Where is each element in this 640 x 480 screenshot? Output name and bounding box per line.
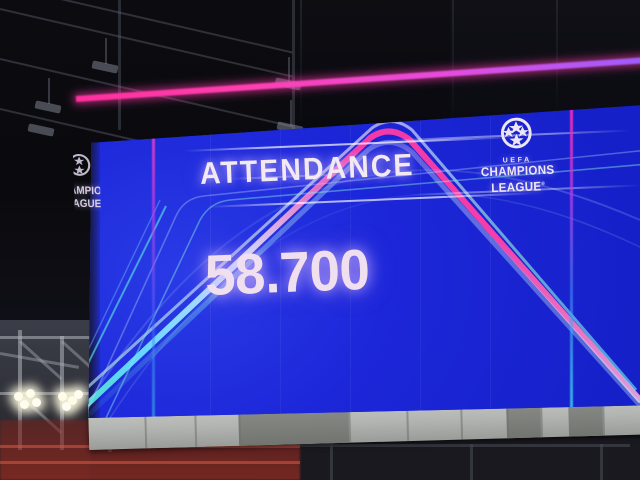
under-deck-beam xyxy=(470,444,473,480)
uefa-starball-icon-partial xyxy=(72,153,91,176)
champions-wordmark-partial: CHAMPIONS xyxy=(72,184,102,198)
floodlight xyxy=(26,389,35,398)
roof-truss-vertical xyxy=(118,0,121,130)
floodlight xyxy=(14,392,23,401)
floodlight xyxy=(20,400,29,409)
roof-seam xyxy=(452,0,454,122)
screen-panel-seam xyxy=(210,104,211,418)
league-wordmark-partial: LEAGUE xyxy=(72,197,102,211)
screen-panel-seam xyxy=(350,104,351,418)
scaffold-post xyxy=(0,336,120,339)
attendance-value: 58.700 xyxy=(203,237,371,308)
fixture-stem xyxy=(288,57,290,83)
uefa-logo-partial-left: CHAMPIONS LEAGUE xyxy=(72,150,102,220)
fixture-stem xyxy=(290,100,292,126)
floodlight xyxy=(62,402,71,411)
roof-truss-vertical xyxy=(292,0,295,132)
seat-row xyxy=(0,461,300,464)
under-deck-beam xyxy=(150,444,630,447)
floodlight xyxy=(58,392,67,401)
screen-left-edge-shadow xyxy=(88,104,100,418)
screen-fold-right xyxy=(570,104,573,418)
uefa-champions-league-logo: UEFA CHAMPIONS LEAGUE® xyxy=(475,111,560,196)
floodlight xyxy=(32,398,41,407)
roof-seam xyxy=(300,0,302,128)
fixture-stem xyxy=(105,38,107,64)
led-scoreboard-screen xyxy=(88,104,640,418)
floodlight xyxy=(74,390,83,399)
scaffold-post xyxy=(18,330,22,450)
uefa-starball-icon xyxy=(500,117,532,149)
under-deck-beam xyxy=(330,444,333,480)
league-wordmark: LEAGUE® xyxy=(491,179,546,196)
under-deck-beam xyxy=(600,444,603,480)
screen-fold-left xyxy=(152,104,155,418)
screen-panel-seam xyxy=(490,104,491,418)
roof-panel xyxy=(300,0,450,130)
screen-panel-seam xyxy=(420,104,421,418)
roof-seam xyxy=(556,0,558,112)
screen-panel-seam xyxy=(280,104,281,418)
fixture-stem xyxy=(48,78,50,104)
floodlight xyxy=(68,396,77,405)
